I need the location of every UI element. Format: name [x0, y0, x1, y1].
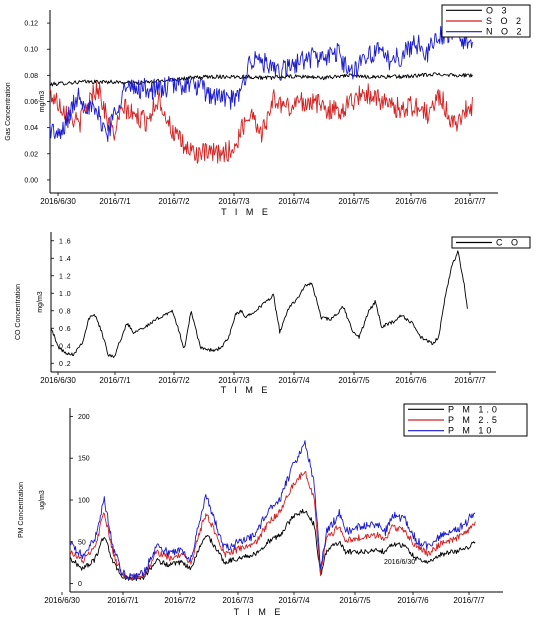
x-tick-label: 2016/7/6 [397, 596, 429, 605]
x-tick-label: 2016/7/7 [453, 596, 485, 605]
y-axis-label: CO Concentration [15, 284, 22, 340]
x-tick-label: 2016/7/5 [339, 596, 371, 605]
series-line-1 [49, 72, 473, 87]
series-line-3 [49, 22, 473, 143]
y-tick-label: 1 .4 [59, 256, 71, 263]
chart-panel-1: 0.00 0.02 0.04 0.06 0.08 0.10 0.12 2016/6/30 201… [5, 4, 531, 217]
y-tick-label: 1 .2 [59, 273, 71, 280]
legend: C O [451, 236, 531, 249]
y-tick-label: 150 [78, 456, 90, 463]
chart-panel-3: 0 50 100 150 200 2016/6/30 2016/7/1 2016/7/2 201… [18, 403, 528, 617]
y-tick-label: 0.04 [24, 125, 38, 132]
y-axis-unit-label: mg/m3 [37, 291, 44, 313]
legend-label: C O [496, 238, 521, 248]
y-axis-unit-label: ug/m3 [39, 490, 46, 510]
x-tick-label: 2016/7/6 [395, 197, 427, 206]
series-line-3 [69, 440, 476, 581]
x-tick-label: 2016/6/30 [40, 376, 76, 385]
y-axis-label: Gas Concentration [5, 82, 12, 140]
x-tick-label: 2016/7/4 [278, 197, 310, 206]
x-tick-label: 2016/7/5 [338, 376, 370, 385]
x-tick-label: 2016/7/1 [99, 376, 131, 385]
x-tick-label: 2016/6/30 [44, 596, 80, 605]
series-line-1 [50, 250, 468, 358]
legend-label: O 3 [486, 5, 510, 15]
series-line-2 [50, 81, 473, 164]
legend-label: P M 10 [448, 426, 494, 436]
legend-label: N O 2 [486, 27, 525, 37]
y-tick-label: 0 .6 [59, 326, 71, 333]
y-tick-label: 100 [78, 498, 90, 505]
x-tick-label: 2016/7/2 [164, 596, 196, 605]
x-tick-label: 2016/7/2 [158, 197, 190, 206]
legend-label: S O 2 [486, 16, 524, 26]
x-tick-label: 2016/7/4 [278, 376, 310, 385]
x-tick-label: 2016/7/4 [278, 596, 310, 605]
y-tick-label: 0.00 [24, 177, 38, 184]
x-tick-label: 2016/7/2 [158, 376, 190, 385]
y-tick-label: 50 [78, 539, 86, 546]
y-axis-unit-label: mg/m3 [39, 91, 46, 113]
y-tick-label: 0.10 [24, 47, 38, 54]
x-tick-label: 2016/6/30 [40, 197, 76, 206]
chart-annotation: 2016/6/30 [384, 559, 415, 566]
x-axis-label: T I M E [221, 385, 271, 395]
x-tick-label: 2016/7/1 [107, 596, 139, 605]
x-tick-label: 2016/7/1 [99, 197, 131, 206]
x-tick-label: 2016/7/7 [454, 376, 486, 385]
x-tick-label: 2016/7/3 [222, 596, 254, 605]
y-tick-label: 0 .2 [59, 361, 71, 368]
y-axis-label: PM Concentration [18, 482, 25, 538]
x-tick-label: 2016/7/3 [218, 376, 250, 385]
y-tick-label: 1 .0 [59, 291, 71, 298]
y-tick-label: 1 .6 [59, 238, 71, 245]
y-tick-label: 0 [78, 581, 82, 588]
x-tick-label: 2016/7/3 [218, 197, 250, 206]
legend: O 3S O 2N O 2 [441, 4, 531, 38]
x-tick-label: 2016/7/5 [338, 197, 370, 206]
y-tick-label: 0.06 [24, 99, 38, 106]
x-tick-label: 2016/7/6 [395, 376, 427, 385]
y-tick-label: 0.12 [24, 21, 38, 28]
x-axis-label: T I M E [234, 607, 284, 617]
legend-label: P M 1.0 [448, 404, 500, 414]
y-tick-label: 0.08 [24, 73, 38, 80]
y-tick-label: 0 .4 [59, 343, 71, 350]
y-tick-label: 0 .8 [59, 308, 71, 315]
chart-panel-2: 0 .2 0 .4 0 .6 0 .8 1 .0 1 .2 1 .4 1 .6 2016/6/3… [15, 232, 531, 395]
legend: P M 1.0P M 2.5P M 10 [403, 403, 528, 437]
y-tick-label: 200 [78, 414, 90, 421]
legend-label: P M 2.5 [448, 415, 500, 425]
x-axis-label: T I M E [221, 207, 271, 217]
x-tick-label: 2016/7/7 [454, 197, 486, 206]
y-tick-label: 0.02 [24, 151, 38, 158]
